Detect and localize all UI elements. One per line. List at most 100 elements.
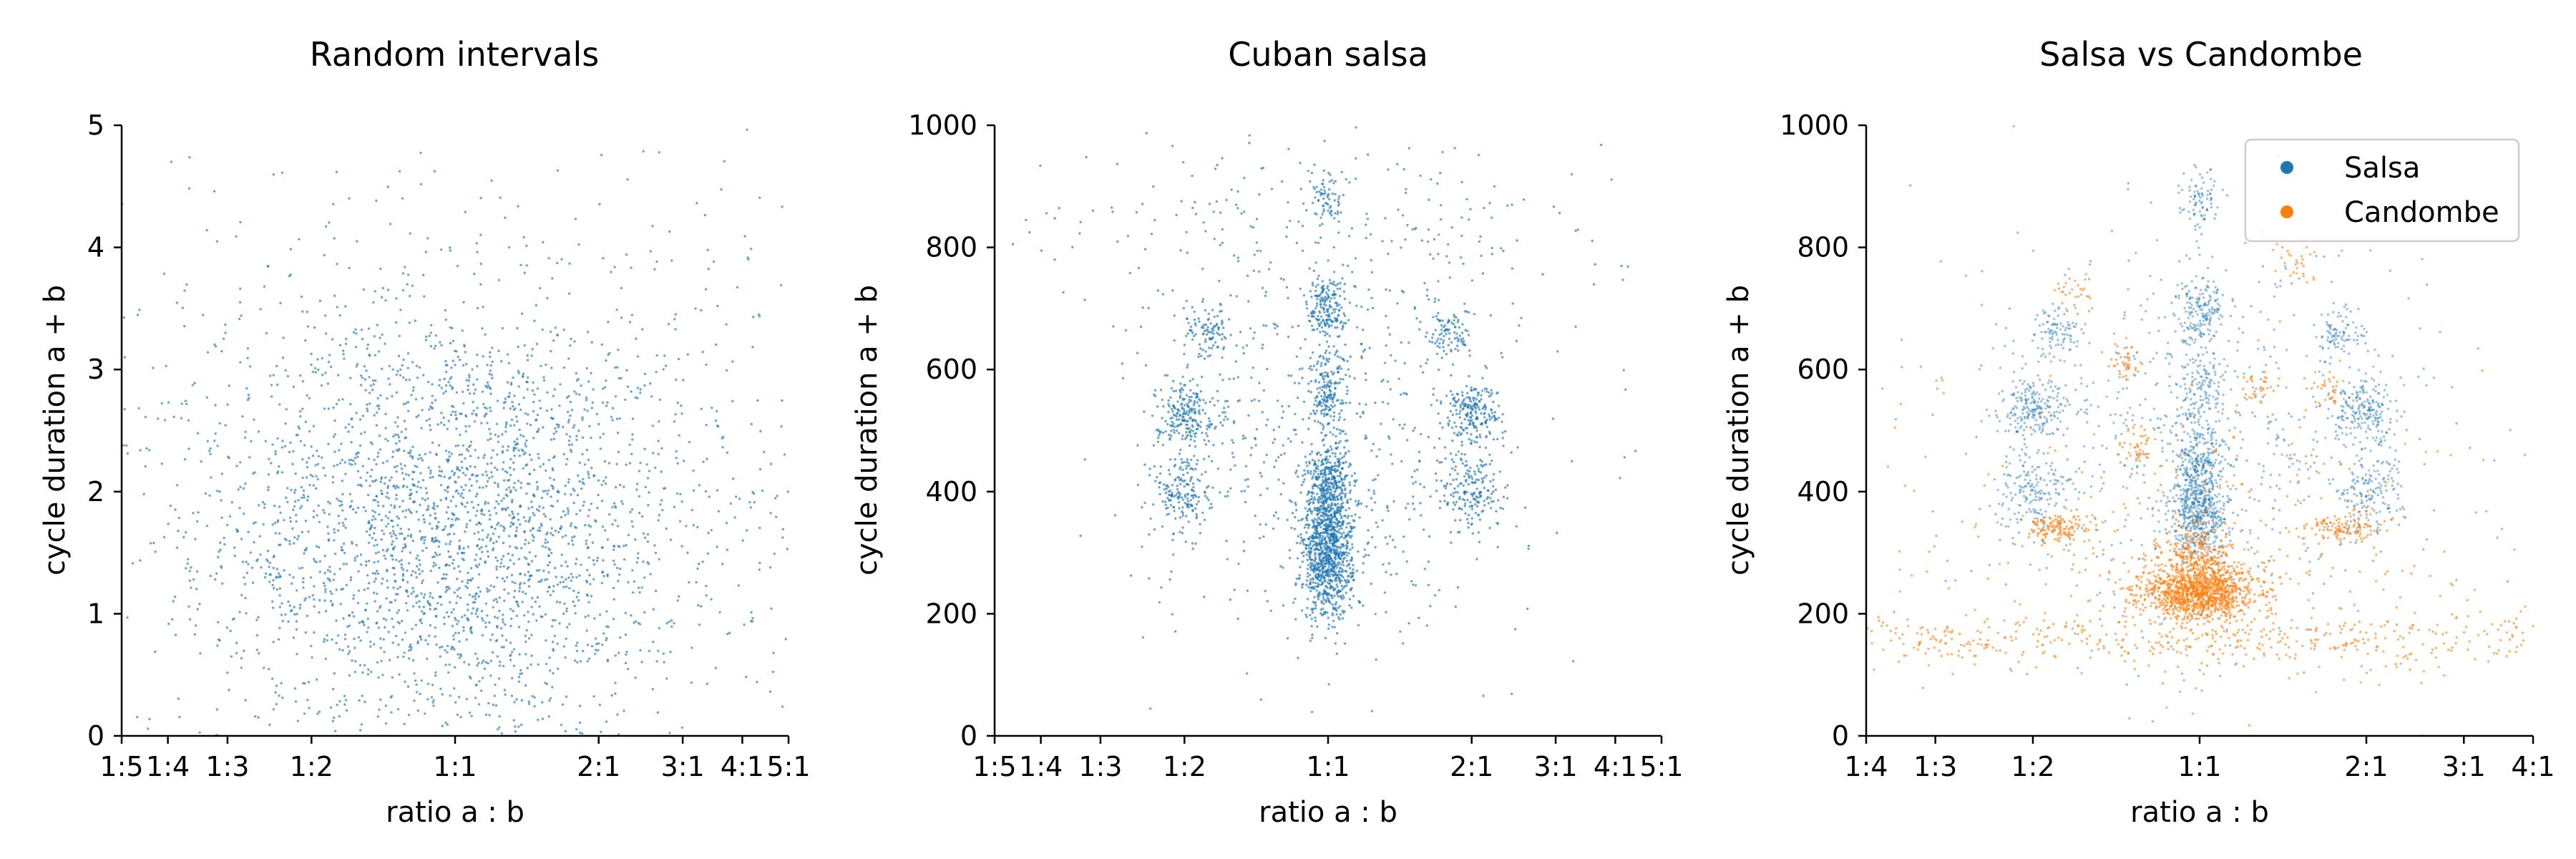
scatter-point <box>1326 573 1330 577</box>
scatter-point <box>406 609 409 612</box>
scatter-point <box>149 542 152 545</box>
scatter-point <box>321 356 323 360</box>
scatter-point <box>497 435 500 438</box>
scatter-point <box>355 332 358 335</box>
scatter-point <box>276 470 280 473</box>
scatter-point <box>1332 493 1336 496</box>
scatter-point <box>585 543 587 545</box>
scatter-point <box>403 722 406 726</box>
scatter-point <box>467 384 470 387</box>
scatter-point <box>1306 470 1309 472</box>
scatter-point <box>431 441 434 445</box>
scatter-point <box>206 351 210 354</box>
scatter-point <box>1342 563 1345 567</box>
scatter-point <box>404 437 406 440</box>
scatter-point <box>1312 540 1315 543</box>
scatter-point <box>511 523 514 526</box>
scatter-point <box>335 170 338 173</box>
scatter-point <box>457 653 459 656</box>
scatter-point <box>536 487 539 491</box>
scatter-point <box>396 369 399 373</box>
scatter-point <box>398 440 401 442</box>
scatter-point <box>556 169 560 172</box>
scatter-point <box>448 587 451 590</box>
scatter-point <box>343 638 347 641</box>
scatter-point <box>447 550 450 553</box>
scatter-point <box>555 601 559 603</box>
scatter-point <box>630 508 634 511</box>
scatter-point <box>239 220 242 224</box>
scatter-point <box>497 485 499 488</box>
scatter-point <box>461 580 464 583</box>
scatter-point <box>531 694 534 698</box>
scatter-point <box>437 444 441 447</box>
scatter-point <box>1199 390 1203 393</box>
scatter-point <box>1334 603 1337 606</box>
scatter-point <box>545 682 549 686</box>
scatter-point <box>1455 412 1458 415</box>
scatter-point <box>348 614 351 617</box>
scatter-point <box>525 640 527 644</box>
scatter-point <box>557 425 560 429</box>
scatter-point <box>409 551 412 554</box>
scatter-point <box>1481 480 1484 482</box>
scatter-point <box>253 471 256 474</box>
scatter-point <box>1322 537 1324 540</box>
scatter-point <box>573 340 576 343</box>
scatter-point <box>1324 601 1327 603</box>
scatter-point <box>583 408 586 411</box>
scatter-point <box>540 496 543 500</box>
scatter-point <box>1172 429 1176 432</box>
scatter-point <box>406 591 409 593</box>
scatter-point <box>560 576 563 578</box>
scatter-point <box>484 503 487 505</box>
scatter-point <box>525 653 527 656</box>
scatter-point <box>240 666 243 669</box>
scatter-point <box>566 626 569 629</box>
scatter-point <box>193 633 196 636</box>
scatter-point <box>382 638 385 641</box>
scatter-point <box>1151 503 1155 506</box>
scatter-point <box>585 448 589 452</box>
scatter-point <box>728 631 731 634</box>
scatter-point <box>187 558 190 560</box>
scatter-point <box>1316 513 1319 516</box>
scatter-point <box>1194 419 1196 422</box>
scatter-point <box>1310 495 1313 498</box>
scatter-point <box>1311 611 1314 614</box>
scatter-point <box>1166 484 1169 487</box>
scatter-point <box>726 451 729 454</box>
scatter-point <box>544 490 547 492</box>
scatter-point <box>585 539 588 543</box>
scatter-point <box>341 521 344 525</box>
scatter-point <box>551 417 554 420</box>
scatter-point <box>1340 554 1344 558</box>
scatter-point <box>1325 526 1328 530</box>
scatter-point <box>401 272 404 275</box>
scatter-point <box>454 616 457 620</box>
scatter-point <box>233 617 235 620</box>
scatter-point <box>568 623 571 626</box>
scatter-point <box>726 548 728 551</box>
scatter-point <box>396 587 399 590</box>
scatter-point <box>1459 404 1462 407</box>
scatter-point <box>512 648 516 651</box>
scatter-point <box>544 541 547 544</box>
scatter-point <box>214 404 217 407</box>
scatter-point <box>513 701 516 704</box>
scatter-point <box>435 643 438 646</box>
scatter-point <box>313 598 316 601</box>
scatter-point <box>1352 568 1355 571</box>
scatter-point <box>243 513 245 515</box>
scatter-point <box>510 617 513 621</box>
scatter-point <box>275 364 278 368</box>
scatter-point <box>235 641 238 644</box>
scatter-point <box>600 500 604 503</box>
scatter-point <box>484 545 488 548</box>
scatter-point <box>397 486 400 489</box>
scatter-point <box>1186 471 1189 475</box>
scatter-point <box>637 621 640 624</box>
scatter-point <box>542 513 545 515</box>
scatter-point <box>557 530 560 534</box>
scatter-point <box>1168 513 1171 515</box>
